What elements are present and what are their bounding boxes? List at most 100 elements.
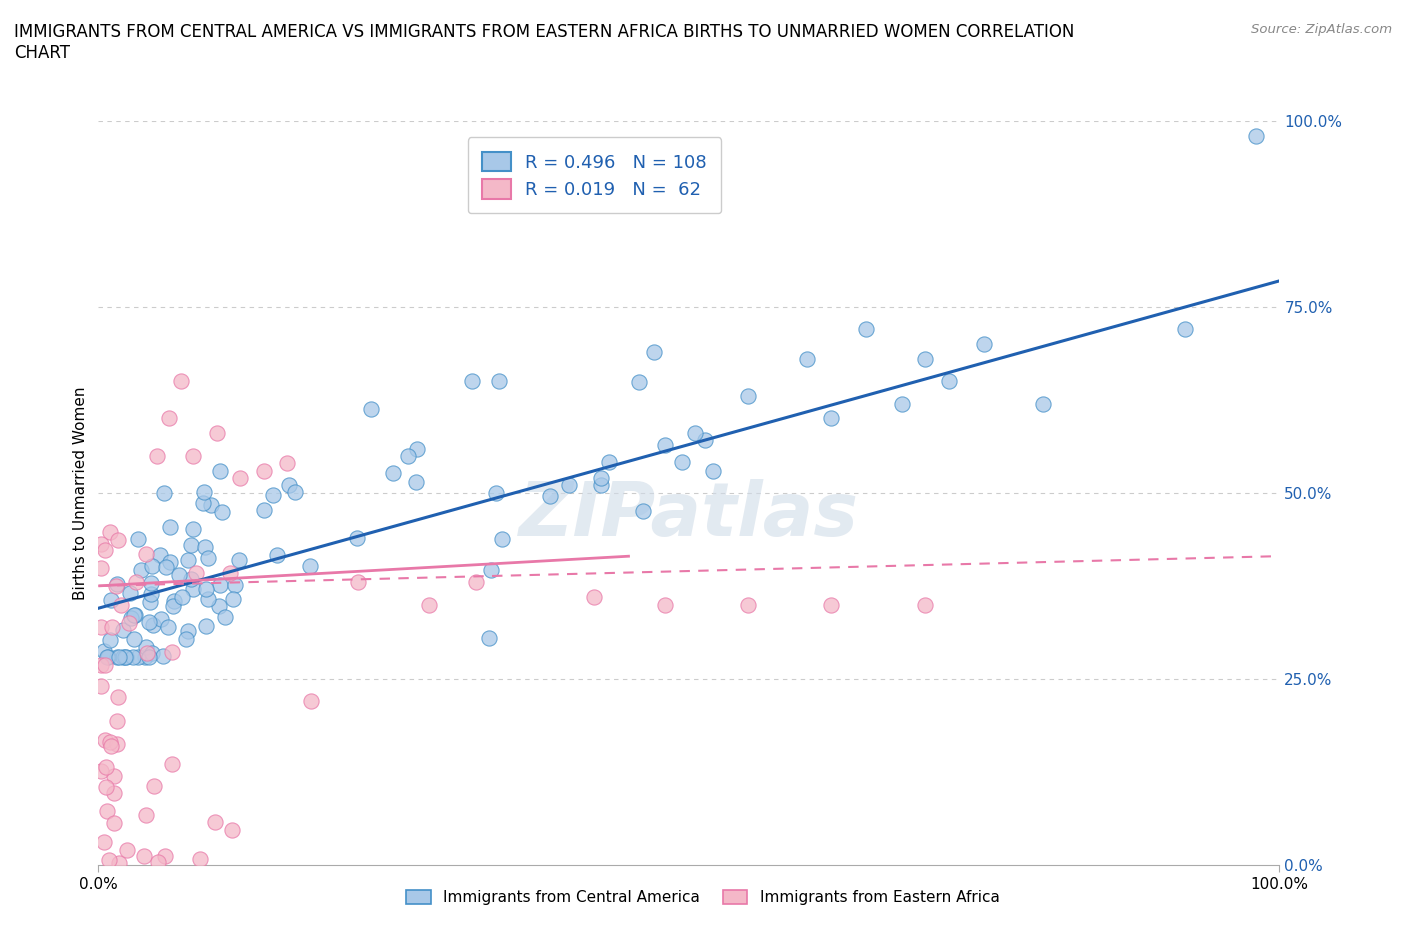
Point xyxy=(183,582,205,597)
Point xyxy=(193,485,215,499)
Point xyxy=(396,449,419,464)
Point xyxy=(105,713,128,728)
Point xyxy=(180,538,202,552)
Point xyxy=(204,815,226,830)
Point xyxy=(346,531,368,546)
Point xyxy=(360,401,382,416)
Point xyxy=(538,488,561,503)
Point xyxy=(111,649,134,664)
Point xyxy=(643,344,665,359)
Point xyxy=(405,474,427,489)
Point xyxy=(138,649,160,664)
Point xyxy=(1032,396,1054,411)
Text: ZIPatlas: ZIPatlas xyxy=(519,479,859,551)
Point xyxy=(103,768,125,783)
Point xyxy=(153,485,176,500)
Point xyxy=(167,567,190,582)
Point xyxy=(654,438,676,453)
Point xyxy=(174,631,197,646)
Point xyxy=(277,477,299,492)
Legend: R = 0.496   N = 108, R = 0.019   N =  62: R = 0.496 N = 108, R = 0.019 N = 62 xyxy=(468,138,721,213)
Point xyxy=(90,619,112,634)
Point xyxy=(157,411,180,426)
Point xyxy=(146,855,169,870)
Point xyxy=(262,487,284,502)
Point xyxy=(155,560,177,575)
Legend: Immigrants from Central America, Immigrants from Eastern Africa: Immigrants from Central America, Immigra… xyxy=(399,883,1007,913)
Point xyxy=(124,607,146,622)
Point xyxy=(90,679,112,694)
Point xyxy=(134,849,156,864)
Point xyxy=(114,649,136,664)
Point xyxy=(101,619,124,634)
Point xyxy=(191,496,214,511)
Point xyxy=(591,471,613,485)
Point xyxy=(110,597,132,612)
Point xyxy=(914,352,936,366)
Point xyxy=(141,646,163,661)
Point xyxy=(253,463,276,478)
Point xyxy=(120,585,142,600)
Point xyxy=(938,374,960,389)
Point xyxy=(135,807,157,822)
Point xyxy=(211,504,233,519)
Point xyxy=(120,610,142,625)
Point xyxy=(118,616,141,631)
Point xyxy=(136,645,159,660)
Point xyxy=(180,572,202,587)
Point xyxy=(228,553,250,568)
Point xyxy=(488,374,510,389)
Point xyxy=(671,455,693,470)
Point xyxy=(737,389,759,404)
Point xyxy=(103,786,125,801)
Point xyxy=(96,649,118,664)
Point xyxy=(583,590,606,604)
Point xyxy=(820,597,842,612)
Point xyxy=(654,597,676,612)
Point xyxy=(1244,128,1267,143)
Point xyxy=(98,852,121,867)
Point xyxy=(160,757,183,772)
Point xyxy=(177,552,200,567)
Point xyxy=(631,504,654,519)
Point xyxy=(105,737,128,751)
Point xyxy=(820,411,842,426)
Point xyxy=(96,804,118,818)
Point xyxy=(93,835,115,850)
Text: Source: ZipAtlas.com: Source: ZipAtlas.com xyxy=(1251,23,1392,36)
Point xyxy=(127,532,149,547)
Point xyxy=(111,622,134,637)
Point xyxy=(108,649,131,664)
Point xyxy=(205,426,228,441)
Point xyxy=(418,597,440,612)
Point xyxy=(153,849,176,864)
Point xyxy=(197,551,219,565)
Point xyxy=(139,594,162,609)
Point xyxy=(162,645,184,660)
Point xyxy=(124,607,146,622)
Point xyxy=(382,466,405,481)
Point xyxy=(218,565,240,580)
Point xyxy=(181,522,204,537)
Point xyxy=(124,574,146,589)
Point xyxy=(93,658,115,672)
Point xyxy=(90,560,112,575)
Point xyxy=(114,649,136,664)
Point xyxy=(129,563,152,578)
Point xyxy=(94,543,117,558)
Point xyxy=(557,478,579,493)
Point xyxy=(98,632,121,647)
Point xyxy=(93,644,115,658)
Point xyxy=(914,597,936,612)
Point xyxy=(855,322,877,337)
Point xyxy=(90,537,112,551)
Point xyxy=(135,640,157,655)
Point xyxy=(491,531,513,546)
Point xyxy=(176,623,198,638)
Point xyxy=(598,455,620,470)
Point xyxy=(135,546,157,561)
Point xyxy=(139,587,162,602)
Point xyxy=(461,374,484,389)
Point xyxy=(478,631,501,645)
Point xyxy=(104,578,127,593)
